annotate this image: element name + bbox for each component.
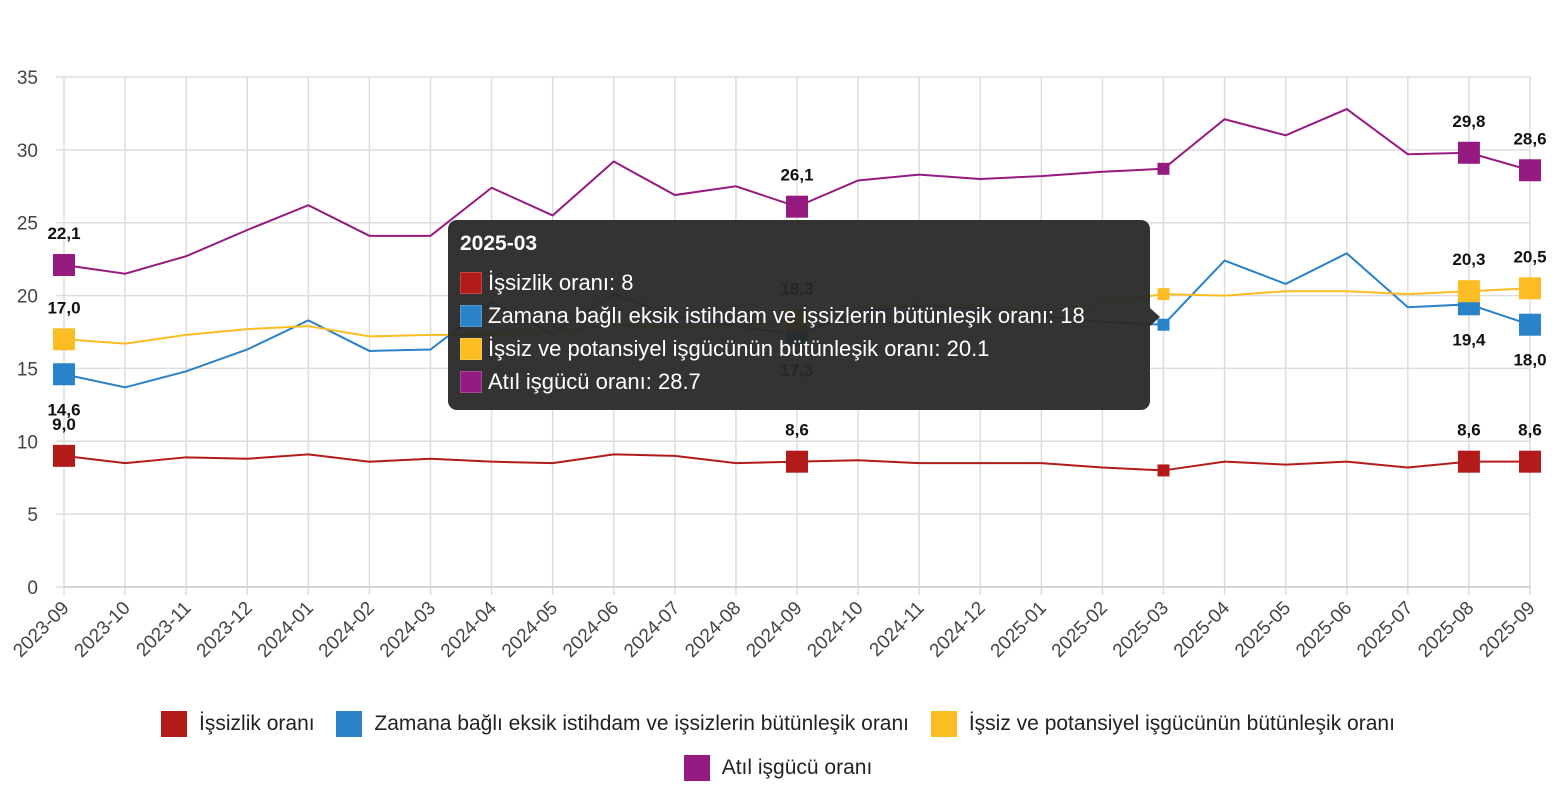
data-label: 20,3 (1452, 250, 1485, 269)
tooltip-text: İşsizlik oranı: 8 (488, 269, 634, 295)
hover-point-marker (1157, 288, 1170, 301)
data-label: 8,6 (1457, 421, 1481, 440)
tooltip-row: Atıl işgücü oranı: 28.7 (460, 365, 1138, 398)
x-tick-label: 2024-05 (498, 598, 562, 662)
y-tick-label: 20 (17, 287, 38, 308)
tooltip-row: İşsizlik oranı: 8 (460, 266, 1138, 299)
data-label: 17,0 (47, 298, 80, 317)
legend-item-unemployment[interactable]: İşsizlik oranı (161, 706, 315, 742)
data-label: 20,5 (1513, 247, 1546, 266)
tooltip-swatch (460, 370, 482, 393)
legend-item-potential-labour-force[interactable]: İşsiz ve potansiyel işgücünün bütünleşik… (930, 706, 1395, 742)
x-tick-label: 2023-11 (133, 598, 196, 661)
data-point-marker (1457, 280, 1480, 303)
x-tick-label: 2024-04 (437, 597, 501, 661)
x-tick-label: 2025-04 (1170, 597, 1234, 661)
series-0: 9,0 8,6 8,6 8,6 (52, 415, 1542, 477)
x-tick-label: 2025-03 (1109, 598, 1173, 662)
tooltip-row: Zamana bağlı eksik istihdam ve işsizleri… (460, 299, 1138, 332)
data-label: 8,6 (785, 421, 809, 440)
y-tick-label: 5 (27, 505, 38, 526)
data-point-marker (1519, 313, 1541, 336)
legend-swatch (930, 711, 957, 737)
tooltip-text: İşsiz ve potansiyel işgücünün bütünleşik… (488, 335, 990, 361)
x-tick-label: 2025-05 (1231, 598, 1295, 662)
legend-item-labour-underutilisation[interactable]: Atıl işgücü oranı (683, 750, 873, 786)
data-label: 28,6 (1513, 129, 1546, 148)
legend-label: Atıl işgücü oranı (721, 756, 873, 779)
data-point-marker (786, 195, 808, 218)
tooltip-swatch (460, 304, 482, 327)
tooltip-swatch (460, 337, 482, 360)
data-label: 18,0 (1513, 351, 1546, 370)
x-tick-label: 2025-02 (1048, 598, 1112, 662)
x-tick-label: 2024-03 (376, 598, 440, 662)
data-label: 9,0 (52, 415, 76, 434)
data-point-marker (1519, 159, 1541, 182)
legend-swatch (161, 711, 188, 737)
data-point-marker (1519, 277, 1541, 300)
data-label: 19,4 (1452, 330, 1486, 349)
legend-item-time-related-underemployment[interactable]: Zamana bağlı eksik istihdam ve işsizleri… (336, 706, 909, 742)
x-tick-label: 2024-10 (803, 598, 867, 662)
tooltip-row: İşsiz ve potansiyel işgücünün bütünleşik… (460, 332, 1138, 365)
data-label: 22,1 (47, 224, 80, 243)
x-tick-label: 2025-09 (1475, 598, 1539, 662)
data-point-marker (53, 363, 75, 386)
tooltip-text: Atıl işgücü oranı: 28.7 (488, 368, 701, 394)
legend-label: İşsizlik oranı (199, 712, 315, 735)
x-tick-label: 2024-01 (254, 598, 318, 662)
y-tick-label: 10 (17, 432, 38, 453)
data-point-marker (53, 444, 75, 467)
data-label: 29,8 (1452, 112, 1485, 131)
y-tick-label: 35 (17, 68, 38, 89)
data-point-marker (53, 253, 75, 276)
x-tick-label: 2025-08 (1414, 598, 1478, 662)
data-label: 26,1 (780, 166, 813, 185)
legend-label: Zamana bağlı eksik istihdam ve işsizleri… (374, 712, 909, 735)
y-tick-label: 30 (17, 141, 38, 162)
series-3: 22,1 26,1 29,8 28,6 (47, 107, 1547, 276)
x-tick-label: 2025-01 (987, 598, 1051, 662)
x-tick-label: 2023-10 (70, 598, 134, 662)
tooltip-text: Zamana bağlı eksik istihdam ve işsizleri… (488, 302, 1085, 328)
hover-point-marker (1157, 318, 1170, 331)
y-tick-label: 25 (17, 214, 38, 235)
data-label: 14,6 (47, 400, 80, 419)
x-tick-label: 2025-06 (1292, 598, 1356, 662)
legend-label: İşsiz ve potansiyel işgücünün bütünleşik… (968, 712, 1395, 735)
data-point-marker (786, 450, 808, 473)
x-tick-label: 2024-09 (742, 598, 806, 662)
tooltip-swatch (460, 271, 482, 294)
data-point-marker (1457, 141, 1480, 164)
x-tick-label: 2023-12 (193, 598, 257, 662)
x-tick-label: 2024-02 (315, 598, 379, 662)
hover-point-marker (1157, 162, 1170, 175)
x-tick-label: 2025-07 (1353, 598, 1417, 662)
x-tick-label: 2024-08 (681, 598, 745, 662)
tooltip: 2025-03 İşsizlik oranı: 8 Zamana bağlı e… (448, 220, 1160, 410)
tooltip-title: 2025-03 (460, 232, 538, 255)
legend-swatch (336, 711, 363, 737)
x-tick-label: 2024-07 (620, 598, 684, 662)
legend: İşsizlik oranı Zamana bağlı eksik istihd… (0, 706, 1556, 794)
x-tick-label: 2024-12 (926, 598, 990, 662)
data-point-marker (53, 328, 75, 351)
data-point-marker (1457, 450, 1480, 473)
legend-swatch (683, 755, 710, 781)
data-label: 8,6 (1518, 421, 1542, 440)
x-tick-label: 2024-11 (866, 598, 929, 661)
y-tick-label: 0 (27, 578, 38, 599)
y-tick-label: 15 (17, 359, 38, 380)
data-point-marker (1519, 450, 1541, 473)
hover-point-marker (1157, 464, 1170, 477)
x-tick-label: 2023-09 (9, 598, 73, 662)
x-tick-label: 2024-06 (559, 598, 623, 662)
